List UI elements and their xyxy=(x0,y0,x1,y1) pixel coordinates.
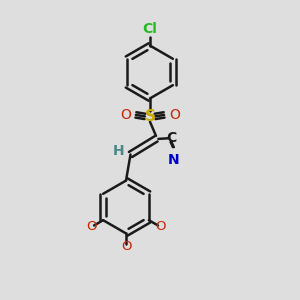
Text: O: O xyxy=(155,220,166,233)
Text: H: H xyxy=(112,144,124,158)
Text: O: O xyxy=(86,220,97,233)
Text: C: C xyxy=(166,131,176,145)
Text: O: O xyxy=(169,108,180,122)
Text: N: N xyxy=(168,153,179,167)
Text: O: O xyxy=(120,108,131,122)
Text: S: S xyxy=(145,109,155,124)
Text: O: O xyxy=(121,240,131,254)
Text: Cl: Cl xyxy=(142,22,158,36)
